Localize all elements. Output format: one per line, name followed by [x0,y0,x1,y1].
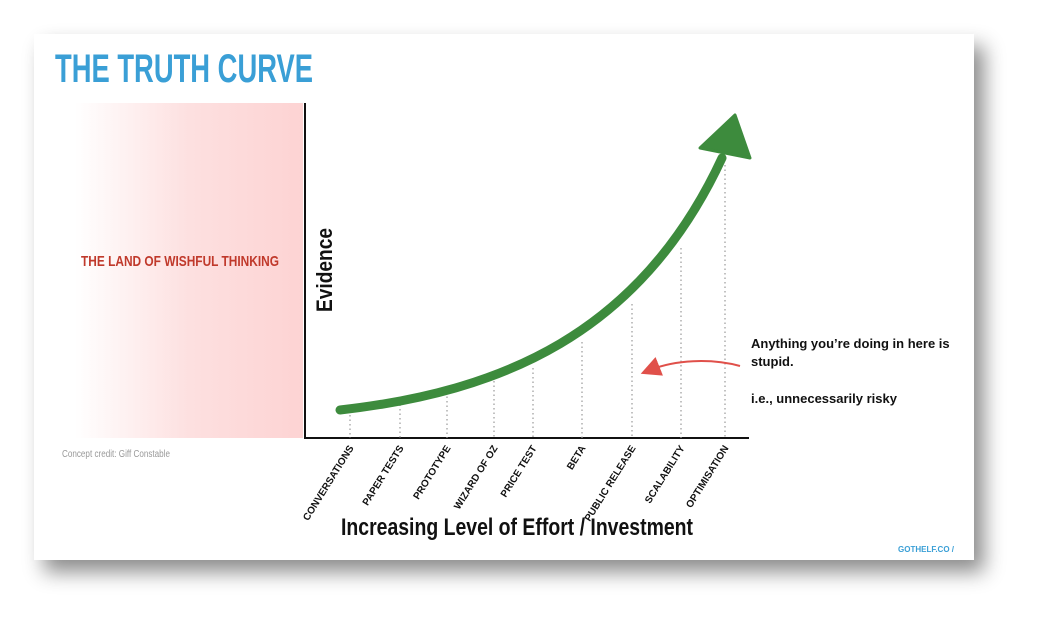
wishful-label: THE LAND OF WISHFUL THINKING [81,253,279,270]
annotation-line: Anything you’re doing in here is [751,336,950,351]
footer: GOTHELF.CO / [898,545,955,554]
curve-arrowhead [698,113,752,160]
title: THE TRUTH CURVE [55,47,313,91]
credit: Concept credit: Giff Constable [62,449,170,460]
annotation-arrow [640,357,741,376]
x-axis-label: Increasing Level of Effort / Investment [341,514,693,541]
annotation-line: i.e., unnecessarily risky [751,391,898,406]
annotation-line: stupid. [751,354,794,369]
wishful-zone [75,103,303,438]
truth-curve [335,153,727,415]
y-axis-label: Evidence [312,228,337,312]
